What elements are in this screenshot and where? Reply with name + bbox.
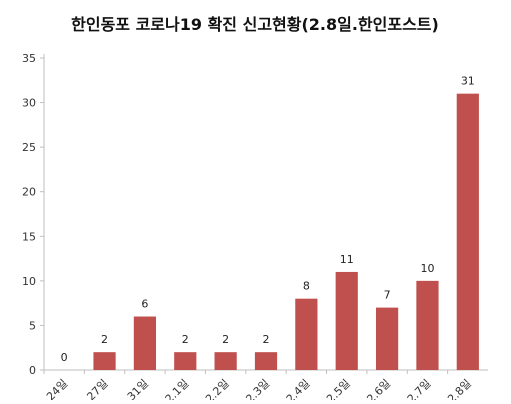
bar [375,307,399,370]
data-label: 2 [101,333,108,346]
bar [254,352,278,370]
x-tick-label: 2.5일 [323,376,352,400]
y-tick-label: 0 [29,364,36,377]
bar [174,352,197,370]
bar [416,280,439,370]
x-tick-label: 2.3일 [243,376,272,400]
bar [133,316,157,370]
y-tick-label: 10 [22,275,36,288]
x-tick-label: 1.31일 [117,376,151,400]
x-axis-ticks: 1.24일 1.27일 1.31일 2.1일 2.2일 2.3일 2.4일 2.5일 2.6일 2… [36,370,474,404]
y-tick-label: 15 [22,230,36,243]
x-tick-label: 1.27일 [76,376,110,400]
data-label: 8 [303,280,310,293]
bars [93,93,479,371]
x-tick-label: 2.4일 [283,376,312,400]
data-label: 10 [420,262,434,275]
data-label: 0 [61,351,68,364]
y-tick-label: 25 [22,141,36,154]
x-tick-label: 2.2일 [202,376,231,400]
bar [214,352,237,370]
data-label: 11 [340,253,354,266]
data-label: 7 [384,289,391,302]
chart-title: 한인동포 코로나19 확진 신고현황(2.8일.한인포스트) [71,15,439,34]
bar [335,271,358,370]
data-label: 31 [461,75,475,88]
data-labels: 0 2 6 2 2 2 8 11 7 10 31 [61,75,475,364]
x-tick-label: 1.24일 [36,376,70,400]
y-axis-ticks: 0 5 10 15 20 25 30 35 [22,52,44,377]
bar [295,298,318,370]
bar [456,93,479,371]
y-tick-label: 20 [22,186,36,199]
data-label: 6 [141,298,148,311]
y-tick-label: 30 [22,97,36,110]
x-tick-label: 2.6일 [364,376,393,400]
data-label: 2 [222,333,229,346]
x-tick-label: 2.1일 [162,376,191,400]
data-label: 2 [182,333,189,346]
y-tick-label: 5 [29,319,36,332]
x-tick-label: 2.7일 [404,376,433,400]
bar [93,352,116,370]
y-tick-label: 35 [22,52,36,65]
x-tick-label: 2.8일 [445,376,474,400]
data-label: 2 [263,333,270,346]
